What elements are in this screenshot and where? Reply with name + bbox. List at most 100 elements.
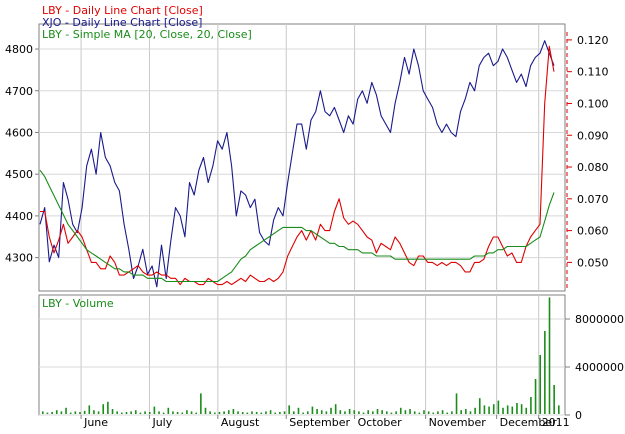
volume-bar xyxy=(265,411,267,414)
volume-bar xyxy=(520,404,523,414)
volume-bar xyxy=(506,405,509,414)
volume-bar xyxy=(409,409,411,414)
volume-bar xyxy=(353,410,356,414)
left-tick-label: 4300 xyxy=(5,252,33,265)
volume-bar xyxy=(246,412,249,414)
volume-bar xyxy=(153,406,156,414)
volume-bar xyxy=(144,411,146,414)
x-tick-label: November xyxy=(429,416,487,429)
volume-bar xyxy=(446,412,449,414)
volume-bar xyxy=(130,411,132,414)
series-line-xjo-close xyxy=(39,40,555,288)
volume-bar xyxy=(209,411,211,414)
volume-bar xyxy=(237,411,239,414)
volume-bar xyxy=(93,410,95,414)
legend-volume: LBY - Volume xyxy=(42,297,114,310)
volume-bar xyxy=(232,409,235,414)
volume-bar xyxy=(339,410,342,414)
volume-bar xyxy=(223,411,225,414)
legend-ma: LBY - Simple MA [20, Close, 20, Close] xyxy=(42,28,252,41)
volume-bar xyxy=(367,410,370,414)
right-tick-label: 0.100 xyxy=(577,97,609,110)
left-tick-label: 4600 xyxy=(5,126,33,139)
volume-bar xyxy=(455,393,458,414)
volume-bar xyxy=(381,410,383,414)
volume-bar xyxy=(548,297,551,414)
volume-bar xyxy=(148,412,151,414)
volume-bar xyxy=(51,412,53,414)
price-panel xyxy=(38,23,566,292)
x-tick-label: June xyxy=(83,416,108,429)
volume-bar xyxy=(432,412,435,414)
volume-bar xyxy=(218,412,221,414)
volume-tick-label: 4000000 xyxy=(575,361,624,374)
right-tick-label: 0.060 xyxy=(577,225,609,238)
volume-bar xyxy=(376,409,379,414)
volume-bar xyxy=(488,406,490,414)
volume-bar xyxy=(167,407,170,414)
x-axis: June July August September October November De… xyxy=(80,415,570,429)
x-tick-label: December xyxy=(500,416,558,429)
volume-bar xyxy=(460,410,462,414)
volume-bar xyxy=(316,409,318,414)
volume-bar xyxy=(451,411,453,414)
volume-bar xyxy=(251,411,253,414)
volume-bar xyxy=(497,400,500,414)
volume-bar xyxy=(83,410,86,414)
volume-bar xyxy=(325,411,328,414)
volume-bar xyxy=(483,405,486,414)
volume-tick-label: 0 xyxy=(575,409,582,422)
volume-bar xyxy=(534,379,537,414)
volume-bar xyxy=(330,407,332,414)
volume-bar xyxy=(399,407,402,414)
volume-bar xyxy=(288,405,290,414)
volume-bars xyxy=(42,297,560,414)
series-line-lby-close xyxy=(40,45,555,286)
volume-bar xyxy=(134,410,137,414)
volume-bar xyxy=(348,409,351,414)
volume-bar xyxy=(190,411,193,414)
volume-bar xyxy=(125,412,128,414)
volume-bar xyxy=(42,411,44,414)
volume-bar xyxy=(558,405,560,414)
volume-bar xyxy=(227,410,230,414)
volume-bar xyxy=(413,411,416,414)
volume-bar xyxy=(181,412,184,414)
right-tick-label: 0.120 xyxy=(577,34,609,47)
left-tick-label: 4800 xyxy=(5,43,33,56)
volume-bar xyxy=(293,411,295,414)
volume-bar xyxy=(492,404,495,414)
volume-bar xyxy=(544,331,546,414)
volume-bar xyxy=(172,411,174,414)
volume-bar xyxy=(465,409,467,414)
volume-bar xyxy=(214,412,216,414)
volume-bar xyxy=(530,397,532,414)
volume-bar xyxy=(200,393,202,414)
volume-bar xyxy=(441,410,444,414)
volume-tick-label: 8000000 xyxy=(575,313,624,326)
right-axis: 0.050 0.060 0.070 0.080 0.090 0.100 0.110 0.120 xyxy=(566,32,609,291)
volume-bar xyxy=(176,412,179,414)
volume-panel xyxy=(38,294,566,416)
volume-bar xyxy=(423,410,425,414)
volume-bar xyxy=(283,411,286,414)
right-tick-label: 0.090 xyxy=(577,129,609,142)
volume-bar xyxy=(437,411,439,414)
volume-bar xyxy=(320,410,323,414)
volume-bar xyxy=(79,412,81,414)
volume-bar xyxy=(55,410,58,414)
x-tick-label: July xyxy=(151,416,172,429)
volume-bar xyxy=(418,412,421,414)
volume-bar xyxy=(427,411,430,414)
volume-bar xyxy=(97,411,100,414)
volume-bar xyxy=(69,412,72,414)
volume-bar xyxy=(158,411,160,414)
volume-bar xyxy=(311,406,314,414)
volume-bar xyxy=(116,411,118,414)
volume-bar xyxy=(60,411,63,414)
volume-bar xyxy=(204,407,207,414)
volume-bar xyxy=(46,412,49,414)
volume-bar xyxy=(302,412,304,414)
